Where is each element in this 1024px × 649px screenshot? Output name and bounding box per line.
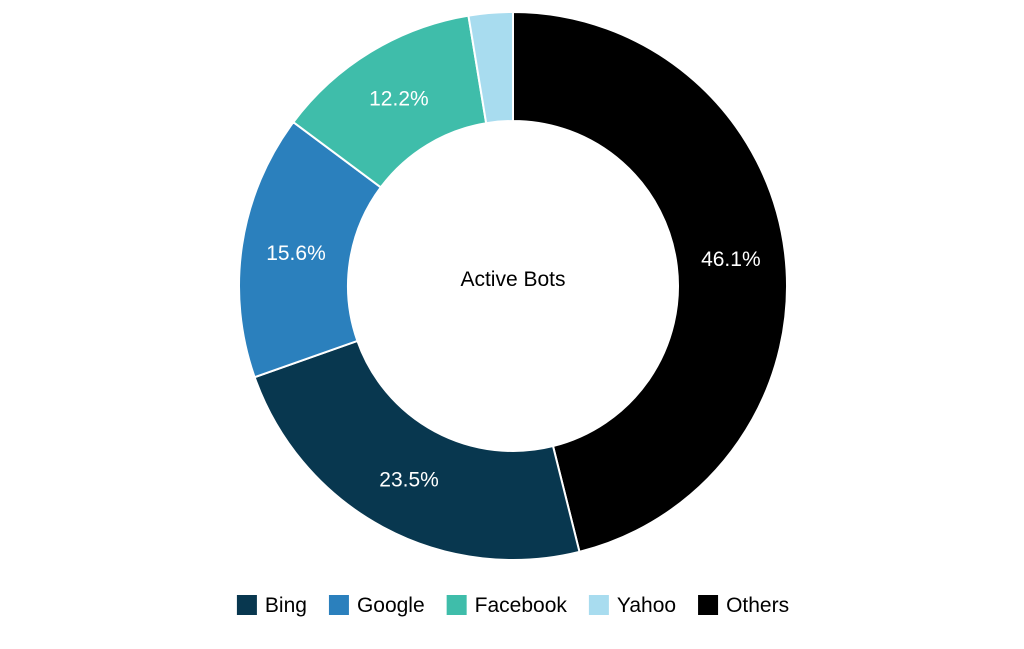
slice-others	[512, 10, 788, 554]
slice-value-labels: 46.1% 23.5% 15.6% 12.2%	[266, 87, 760, 491]
legend-swatch-bing	[236, 595, 257, 615]
donut-slices	[238, 10, 788, 561]
slice-label-google: 15.6%	[266, 242, 326, 265]
legend-item-bing: Bing	[236, 594, 307, 617]
legend-swatch-yahoo	[588, 595, 609, 615]
center-label: Active Bots	[460, 268, 565, 291]
slice-label-facebook: 12.2%	[369, 87, 429, 110]
legend-item-facebook: Facebook	[446, 594, 568, 617]
legend-item-yahoo: Yahoo	[588, 594, 676, 617]
legend-label-facebook: Facebook	[475, 594, 568, 617]
legend-label-yahoo: Yahoo	[617, 594, 676, 617]
legend-label-bing: Bing	[265, 594, 307, 617]
slice-label-others: 46.1%	[701, 248, 761, 271]
legend-label-others: Others	[726, 594, 789, 617]
legend-swatch-others	[698, 595, 719, 615]
slice-label-bing: 23.5%	[379, 468, 439, 491]
legend-label-google: Google	[357, 594, 425, 617]
legend-swatch-google	[328, 595, 349, 615]
slice-bing	[253, 339, 581, 561]
slice-yahoo	[467, 10, 514, 125]
legend-swatch-facebook	[446, 595, 467, 615]
legend-item-google: Google	[328, 594, 425, 617]
legend-item-others: Others	[698, 594, 789, 617]
legend: Bing Google Facebook Yahoo Others	[236, 594, 789, 617]
